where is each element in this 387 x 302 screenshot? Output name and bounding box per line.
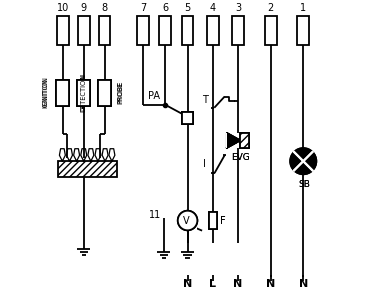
Polygon shape	[227, 133, 240, 148]
Text: PA: PA	[148, 91, 160, 101]
Text: 11: 11	[149, 210, 161, 220]
Bar	[57, 80, 70, 106]
Bar	[57, 80, 70, 106]
Text: F: F	[220, 216, 226, 226]
Text: SB: SB	[298, 180, 310, 189]
Bar	[265, 16, 277, 46]
Text: V: V	[183, 216, 190, 226]
Circle shape	[178, 211, 197, 230]
Bar	[98, 80, 111, 106]
Text: F: F	[220, 216, 226, 226]
Bar	[77, 80, 90, 106]
Bar	[240, 133, 249, 148]
Bar	[99, 16, 110, 46]
Bar	[232, 16, 244, 46]
Text: L: L	[209, 279, 216, 289]
Text: DETECTION: DETECTION	[81, 74, 87, 112]
Text: 7: 7	[140, 3, 146, 14]
Text: N: N	[233, 279, 243, 289]
Text: 2: 2	[267, 3, 274, 14]
Bar	[57, 80, 70, 106]
Bar	[58, 161, 117, 178]
Circle shape	[290, 148, 316, 174]
Bar	[182, 112, 193, 124]
Bar	[297, 16, 309, 46]
Text: 6: 6	[162, 3, 168, 14]
Bar	[227, 133, 249, 148]
Text: 5: 5	[185, 3, 191, 14]
Bar	[182, 112, 193, 124]
Bar	[207, 16, 219, 46]
Bar	[78, 16, 90, 46]
Text: DETECTION: DETECTION	[81, 73, 87, 111]
Text: 1: 1	[300, 3, 307, 14]
Text: SB: SB	[298, 180, 310, 189]
Bar	[240, 133, 249, 148]
Bar	[98, 80, 111, 106]
Circle shape	[178, 211, 197, 230]
Text: PROBE: PROBE	[118, 81, 124, 103]
Bar	[209, 212, 217, 229]
Text: IGNITION: IGNITION	[43, 76, 49, 106]
Text: N: N	[299, 279, 308, 289]
Bar	[209, 212, 217, 229]
Bar	[226, 133, 228, 148]
Bar	[182, 112, 193, 124]
Text: V: V	[183, 216, 190, 226]
Text: 10: 10	[57, 3, 69, 14]
Bar	[98, 80, 111, 106]
Text: T: T	[202, 95, 207, 105]
Bar	[289, 148, 317, 175]
Text: 3: 3	[235, 3, 241, 14]
Text: N: N	[183, 279, 192, 289]
Text: PROBE: PROBE	[118, 82, 124, 104]
Text: I: I	[204, 159, 206, 169]
Bar	[77, 80, 90, 106]
Bar	[178, 211, 197, 230]
Bar	[182, 112, 193, 124]
Bar	[182, 112, 193, 124]
Text: 8: 8	[101, 3, 108, 14]
Bar	[209, 212, 217, 229]
Text: 9: 9	[80, 3, 87, 14]
Text: EVG: EVG	[231, 153, 250, 162]
Polygon shape	[227, 133, 240, 148]
Bar	[77, 80, 90, 106]
Bar	[137, 16, 149, 46]
Bar	[182, 16, 194, 46]
Circle shape	[290, 148, 316, 174]
Bar	[57, 16, 69, 46]
Text: N: N	[266, 279, 275, 289]
Text: 4: 4	[210, 3, 216, 14]
Text: EVG: EVG	[231, 153, 250, 162]
Bar	[159, 16, 171, 46]
Text: IGNITION: IGNITION	[43, 78, 49, 108]
